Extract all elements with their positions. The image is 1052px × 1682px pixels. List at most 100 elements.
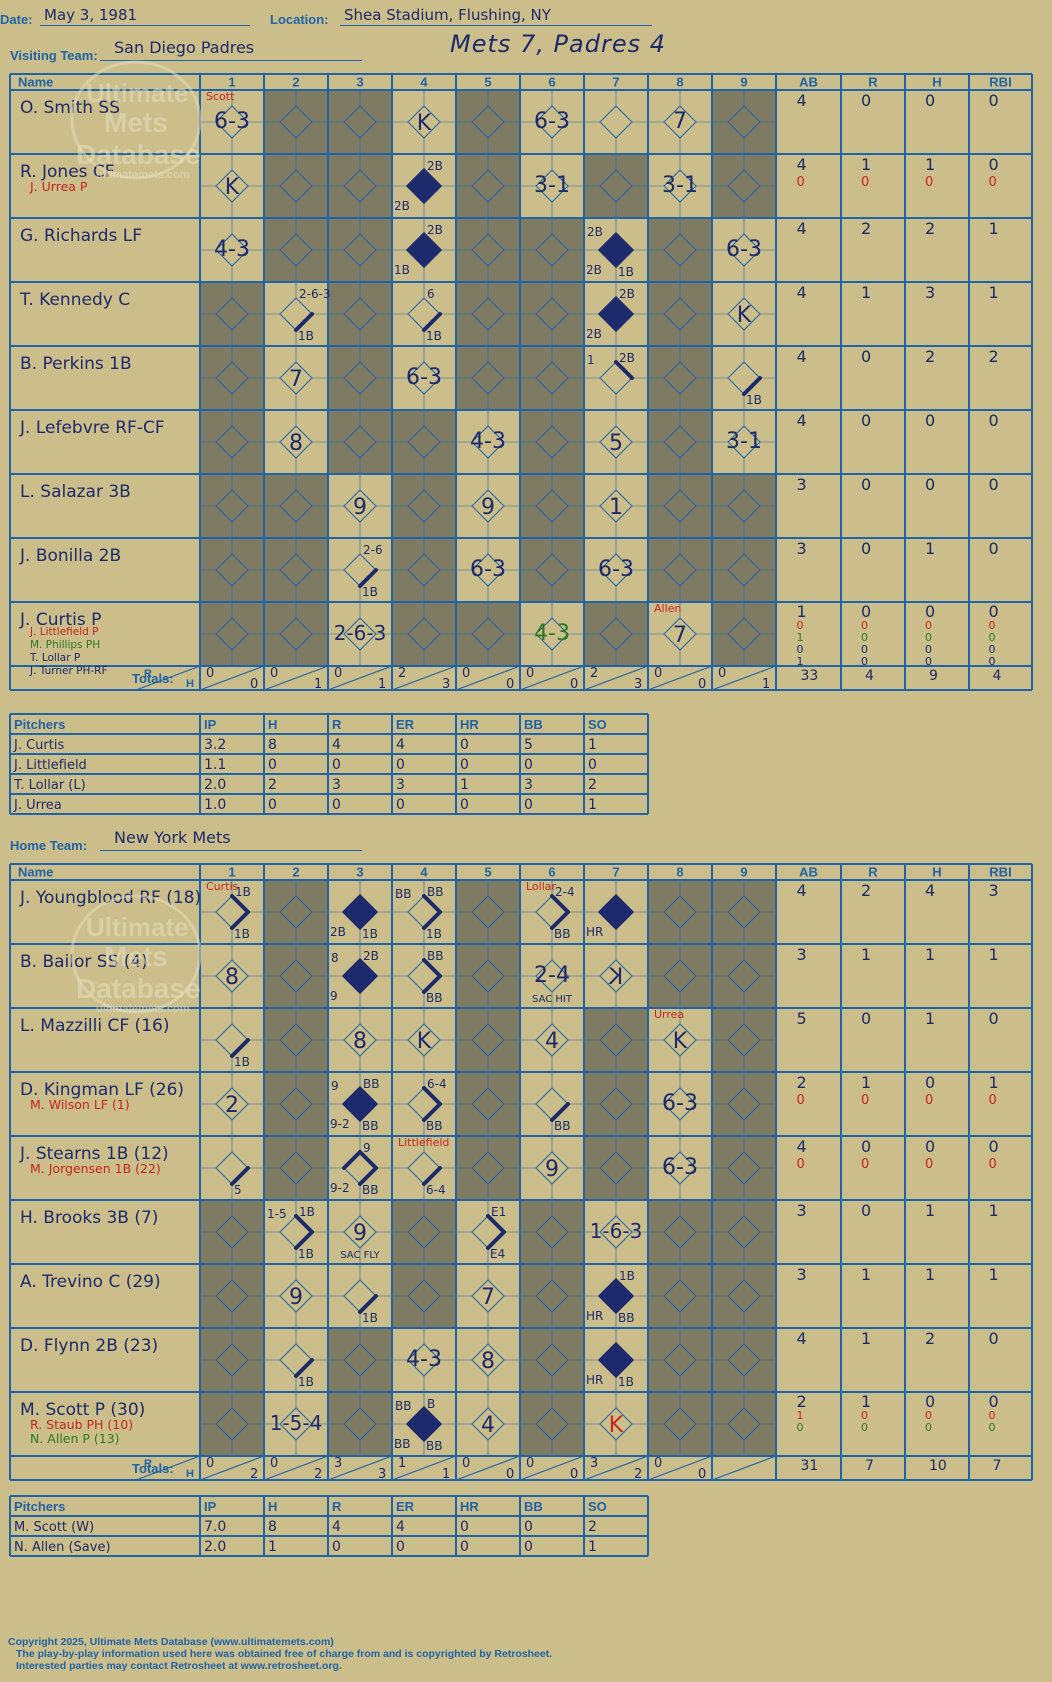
visitors-pitcher-name: J. Curtis: [13, 738, 64, 753]
visitors-cell-guides: [712, 346, 776, 410]
home-col-header-2: 2: [292, 865, 299, 880]
home-cell-guides: [584, 880, 648, 944]
home-stat-rbi: 0: [989, 1137, 999, 1156]
home-base-note-tl: 1-5: [267, 1207, 287, 1221]
home-pitcher-header-hr: HR: [460, 1499, 479, 1514]
home-col-header-ab: AB: [799, 865, 818, 880]
home-play-cell-inning-7: 1B HR BB: [586, 1269, 635, 1325]
visitors-stat-r: 0: [861, 347, 871, 366]
visitors-play-cell-inning-2: 8: [289, 431, 303, 456]
visitors-pitcher-name: T. Lollar (L): [13, 778, 86, 793]
visitors-cell-guides: [200, 282, 264, 346]
home-stat-h: 0: [925, 1157, 933, 1172]
home-stat-r: 0: [861, 1093, 869, 1108]
visitors-cell-guides: [456, 538, 520, 602]
visitors-totals-h-label: H: [186, 678, 194, 690]
visitors-play-result: K: [225, 175, 240, 200]
home-play-cell-inning-3: 8 2B 9: [330, 949, 379, 1003]
home-cell-guides: [264, 1200, 328, 1264]
visitors-base-note-tr: 2-6: [363, 543, 383, 557]
home-basepath-second: [230, 894, 250, 914]
home-play-result: 4: [481, 1413, 495, 1438]
visitors-stat-h: 0: [925, 619, 932, 632]
visitors-cell-guides: [392, 410, 456, 474]
home-play-cell-inning-1: 1B: [230, 1038, 250, 1069]
home-cell-guides: [456, 944, 520, 1008]
home-cell-guides: [712, 1008, 776, 1072]
visitors-play-cell-inning-9: 1B: [742, 376, 762, 407]
visitors-play-cell-inning-3: 2-6-3: [334, 621, 387, 645]
home-inning-hits: 2: [314, 1467, 322, 1482]
home-play-cell-inning-5: 7: [481, 1285, 495, 1310]
home-cell-guides: [520, 1200, 584, 1264]
visitors-stat-h: 0: [925, 655, 932, 668]
home-batter-row: B. Bailor SS (4) 3 1 1 1 8 8 2B 9 BB BB 2-4 SAC HIT K: [20, 945, 999, 1005]
visitors-base-note-tl: 1: [587, 353, 595, 367]
visitors-diamond: [279, 297, 313, 331]
home-play-subnote: SAC HIT: [532, 994, 573, 1005]
visitors-stat-ab: 4: [797, 219, 807, 238]
visitors-cell-guides: [712, 282, 776, 346]
home-cell-guides: [328, 1392, 392, 1456]
home-inning-hits: 2: [250, 1467, 258, 1482]
watermark-ring: [70, 894, 202, 1014]
footer-copyright: Copyright 2025, Ultimate Mets Database (…: [8, 1636, 334, 1648]
visitors-stat-h: 0: [925, 475, 935, 494]
visitors-cell-guides: [520, 346, 584, 410]
home-base-note-tr: 1B: [619, 1269, 635, 1283]
visitors-cell-guides: [584, 282, 648, 346]
home-total-r: 7: [865, 1458, 874, 1474]
home-stat-h: 0: [925, 1073, 935, 1092]
home-col-header-h: H: [932, 865, 941, 880]
home-play-cell-inning-6: BB: [550, 1102, 570, 1133]
visitors-cell-guides: [456, 474, 520, 538]
home-base-note-bl: HR: [586, 1373, 603, 1387]
home-batter-name: B. Bailor SS (4): [20, 952, 148, 972]
visitors-cell-guides: [584, 154, 648, 218]
home-col-header-3: 3: [356, 865, 363, 880]
visitors-cell-guides: [648, 410, 712, 474]
visitors-base-note-tr: 2B: [619, 287, 635, 301]
visitors-play-result: 9: [353, 495, 367, 520]
visitors-cell-guides: [520, 538, 584, 602]
visitors-stat-r: 0: [861, 643, 868, 656]
visitors-diamond: [727, 361, 761, 395]
home-cell-guides: [200, 1264, 264, 1328]
home-base-note-br: BB: [554, 927, 570, 941]
home-play-cell-inning-4: 4-3: [406, 1347, 442, 1372]
visitors-cell-guides: [328, 538, 392, 602]
home-basepath-first: [486, 1230, 506, 1250]
visitors-batter-row: T. Kennedy C 4 1 3 1 2-6-3 1B 6 1B 2B 2B K: [19, 283, 999, 343]
visitors-cell-guides: [328, 154, 392, 218]
visitors-play-result: 6-3: [470, 557, 506, 582]
home-base-note-br: BB: [426, 1439, 442, 1453]
visitors-cell-guides: [328, 218, 392, 282]
home-basepath-second: [486, 1214, 506, 1234]
visitors-batter-name: J. Bonilla 2B: [19, 546, 121, 566]
visitors-pitcher-stat-er: 0: [396, 797, 405, 813]
visitors-stat-rbi: 0: [989, 643, 996, 656]
home-cell-guides: [328, 944, 392, 1008]
visitors-run-scored-diamond: [405, 231, 443, 269]
visitors-stat-ab: 0: [797, 619, 804, 632]
home-cell-guides: [712, 944, 776, 1008]
home-stat-rbi: 1: [989, 1265, 999, 1284]
visitors-pitcher-stat-so: 0: [588, 757, 597, 773]
home-play-cell-inning-7: HR: [586, 893, 635, 939]
visitors-play-cell-inning-5: 6-3: [470, 557, 506, 582]
visitors-col-header-8: 8: [676, 75, 683, 90]
home-pitcher-header-h: H: [268, 1499, 277, 1514]
home-cell-guides: [456, 880, 520, 944]
visitors-stat-h: 2: [925, 347, 935, 366]
visitors-cell-guides: [584, 218, 648, 282]
home-base-note-tl: BB: [395, 887, 411, 901]
visitors-stat-ab: 3: [797, 539, 807, 558]
visitors-cell-guides: [328, 602, 392, 666]
home-run-scored-diamond: [341, 1085, 379, 1123]
home-totals-r-label: R: [144, 1458, 152, 1470]
visitors-play-cell-inning-7: 1 2B: [587, 351, 635, 380]
home-cell-guides: [328, 1200, 392, 1264]
home-stat-ab: 0: [797, 1157, 805, 1172]
home-base-note-tl: 9: [331, 1079, 339, 1093]
home-grid-lines: [9, 863, 1033, 1481]
